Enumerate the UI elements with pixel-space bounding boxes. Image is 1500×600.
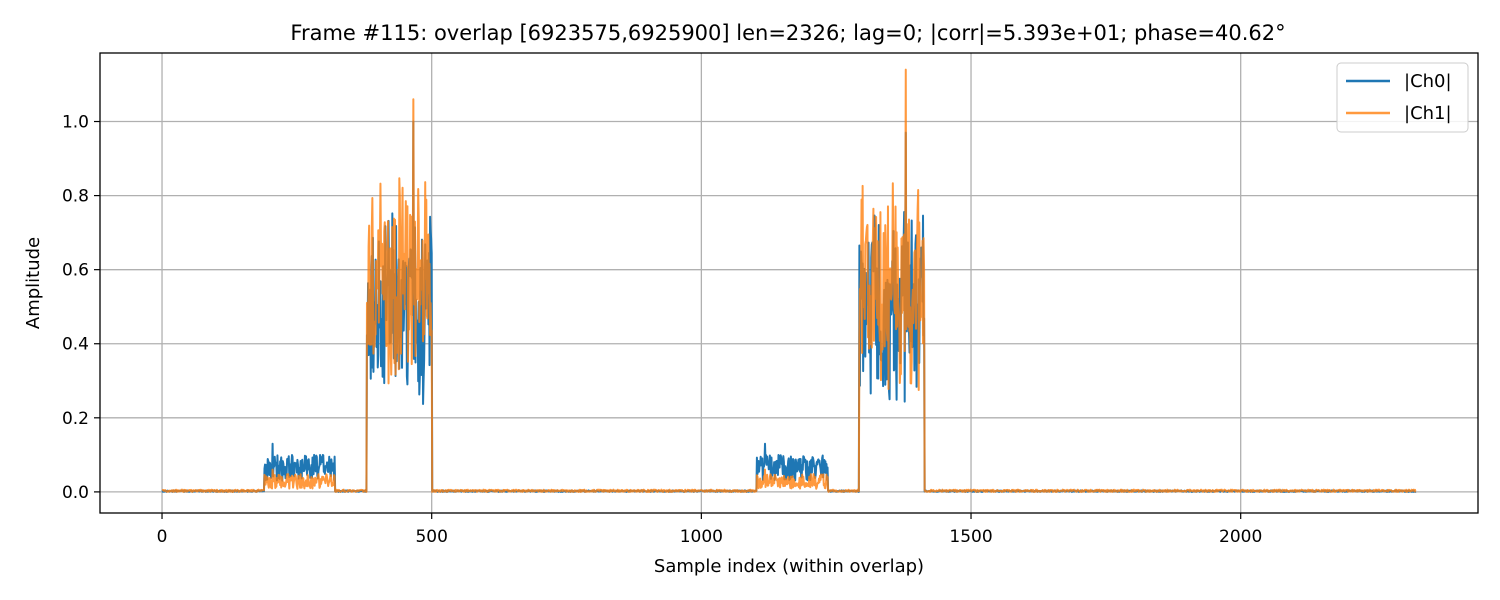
legend-label-ch0: |Ch0| (1404, 71, 1452, 92)
y-tick-label: 0.0 (62, 483, 89, 503)
x-tick-label: 1000 (680, 527, 723, 547)
series-line-ch0 (161, 120, 1417, 493)
y-axis-label: Amplitude (23, 237, 44, 329)
x-tick-label: 500 (415, 527, 447, 547)
grid (100, 53, 1478, 513)
y-tick-label: 0.6 (62, 261, 89, 281)
plot-frame (99, 52, 1479, 514)
x-tick-label: 1500 (949, 527, 992, 547)
x-tick-label: 0 (157, 527, 168, 547)
tick-layer: 0 500 1000 1500 2000 0.0 0.2 0.4 0.6 0.8 1.0 (62, 113, 1262, 547)
series-line-ch1 (161, 68, 1417, 493)
chart-title: Frame #115: overlap [6923575,6925900] le… (290, 21, 1285, 46)
series-layer (161, 68, 1417, 493)
y-tick-label: 0.8 (62, 187, 89, 207)
legend-label-ch1: |Ch1| (1404, 103, 1452, 124)
legend: |Ch0| |Ch1| (1336, 62, 1469, 133)
x-tick-label: 2000 (1219, 527, 1262, 547)
y-tick-label: 0.4 (62, 335, 89, 355)
y-tick-label: 0.2 (62, 409, 89, 429)
y-tick-label: 1.0 (62, 113, 89, 133)
x-axis-label: Sample index (within overlap) (654, 556, 924, 577)
